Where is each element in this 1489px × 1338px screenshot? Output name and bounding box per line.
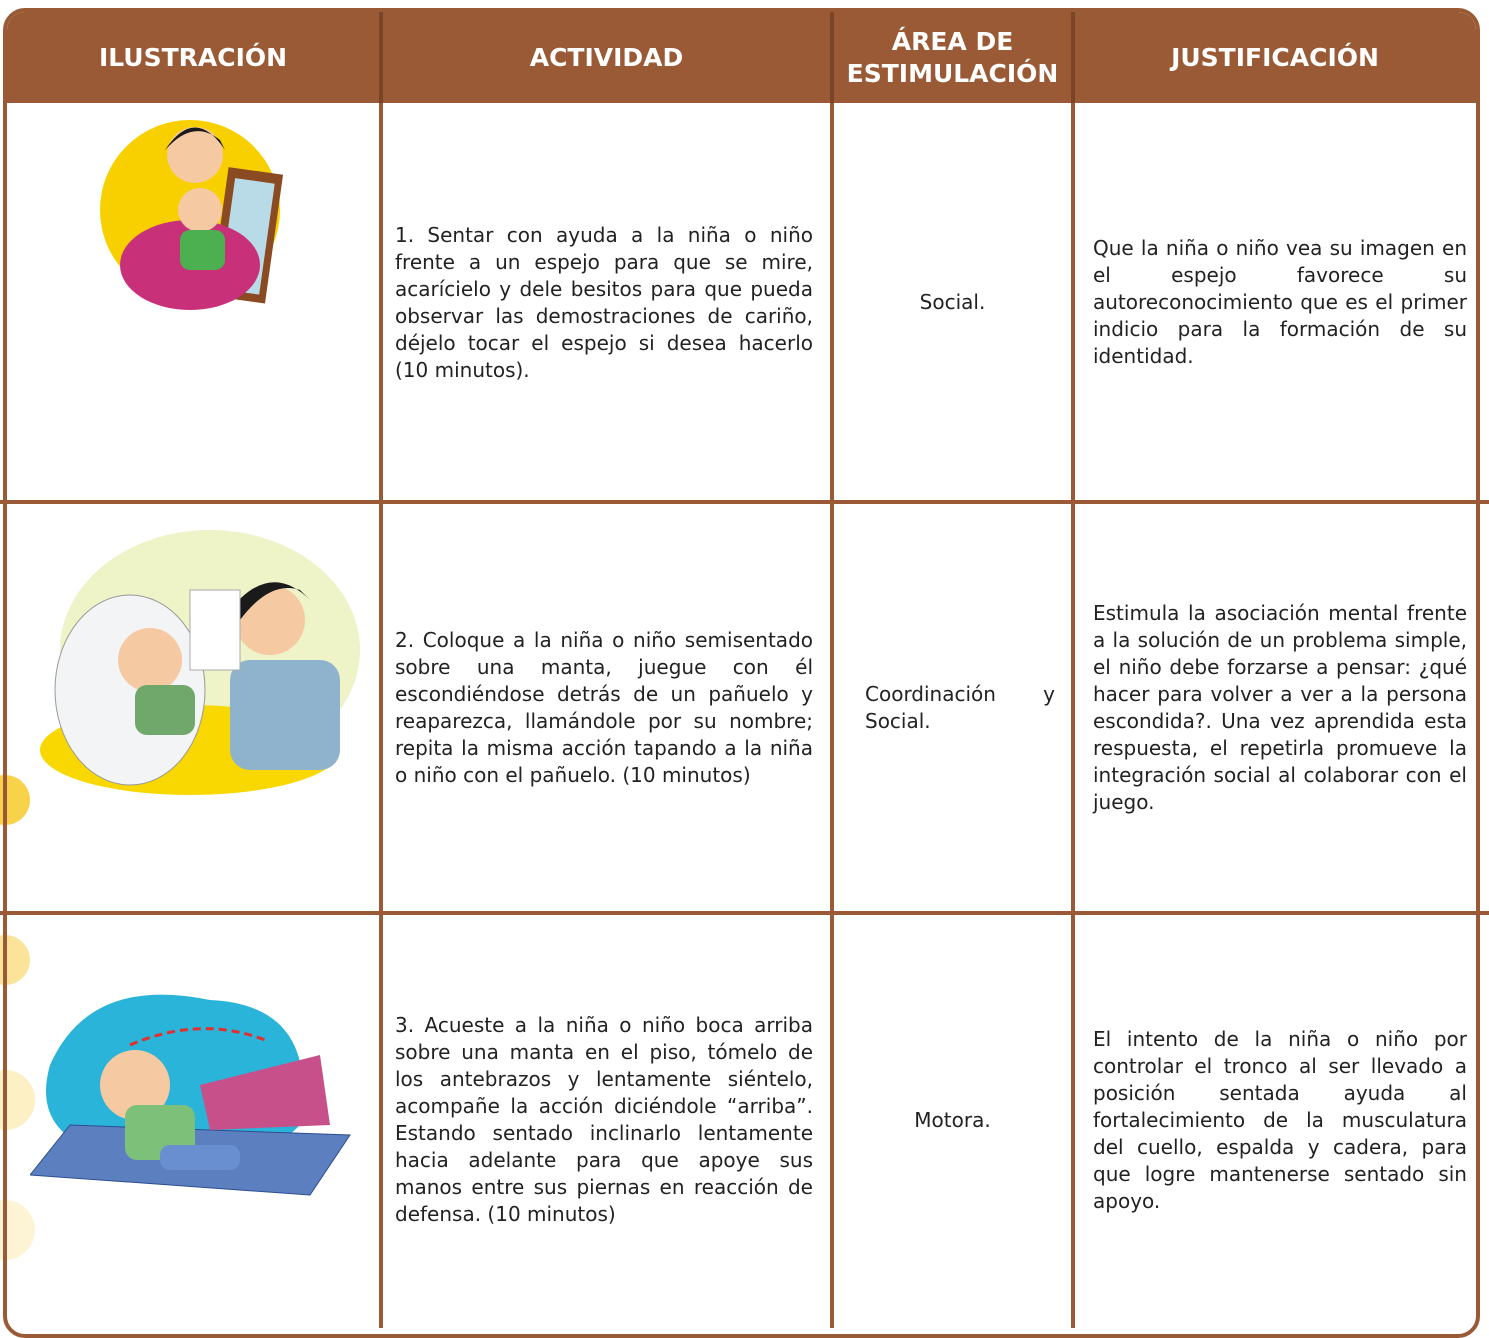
area-cell: Social. <box>845 105 1060 500</box>
header-cell: ACTIVIDAD <box>529 42 684 72</box>
divider <box>379 103 383 1328</box>
divider <box>379 12 383 103</box>
activity-text: 2. Coloque a la niña o niño semisentado … <box>395 627 813 787</box>
area-cell: Coordinación y Social. <box>865 504 1055 911</box>
divider <box>1071 12 1075 103</box>
justification-text: Que la niña o niño vea su imagen en el e… <box>1093 236 1467 368</box>
activity-cell: 1. Sentar con ayuda a la niña o niño fre… <box>395 105 813 500</box>
divider <box>1071 103 1075 1328</box>
area-cell: Motora. <box>845 915 1060 1325</box>
illustration <box>30 994 351 1196</box>
justification-cell: Que la niña o niño vea su imagen en el e… <box>1093 105 1467 500</box>
divider <box>0 500 1489 504</box>
justification-text: Estimula la asociación mental frente a l… <box>1093 600 1467 814</box>
justification-cell: Estimula la asociación mental frente a l… <box>1093 504 1467 911</box>
activity-cell: 2. Coloque a la niña o niño semisentado … <box>395 504 813 911</box>
area-text: Social. <box>919 290 986 314</box>
activity-text: 1. Sentar con ayuda a la niña o niño fre… <box>395 222 813 382</box>
justification-text: El intento de la niña o niño por control… <box>1093 1026 1467 1213</box>
area-text: Motora. <box>914 1107 991 1132</box>
illustration <box>40 530 360 795</box>
decor <box>0 775 35 1260</box>
header-cell: ÁREA DE ESTIMULACIÓN <box>846 26 1059 88</box>
justification-cell: El intento de la niña o niño por control… <box>1093 915 1467 1325</box>
divider <box>830 103 834 1328</box>
illustration <box>100 120 284 310</box>
header-cell: ILUSTRACIÓN <box>98 42 288 72</box>
divider <box>0 911 1489 915</box>
table-header <box>7 12 1476 103</box>
activity-text: 3. Acueste a la niña o niño boca arriba … <box>395 1013 813 1226</box>
activity-cell: 3. Acueste a la niña o niño boca arriba … <box>395 915 813 1325</box>
area-text: Coordinación y Social. <box>865 681 1055 733</box>
divider <box>830 12 834 103</box>
header-cell: JUSTIFICACIÓN <box>1171 42 1379 72</box>
